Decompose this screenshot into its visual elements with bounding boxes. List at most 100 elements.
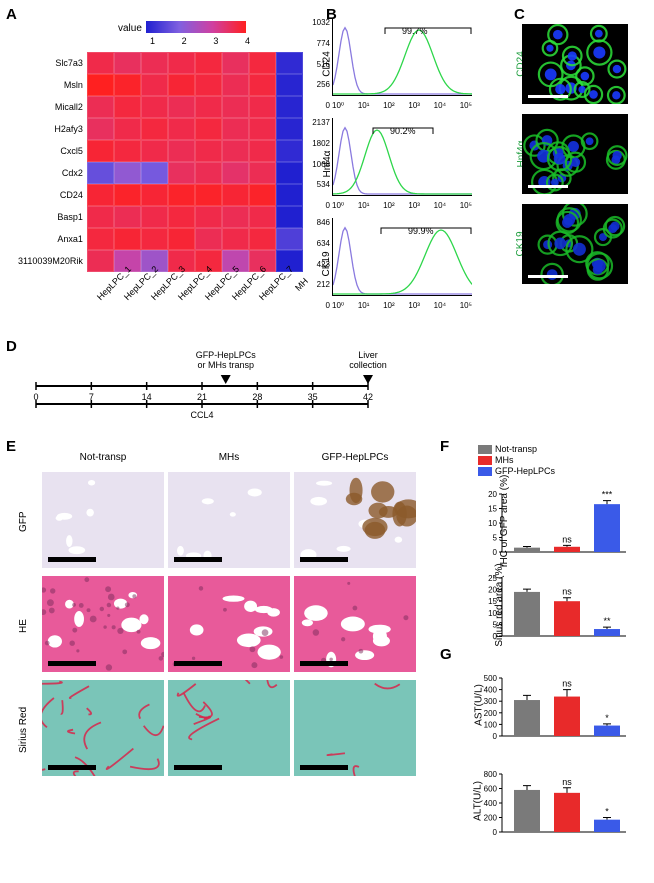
heatmap-cell — [222, 140, 249, 162]
histo-image — [294, 576, 416, 672]
histo-image — [42, 680, 164, 776]
heatmap-cell — [141, 228, 168, 250]
svg-text:*: * — [605, 807, 609, 817]
heatmap-cell — [276, 206, 303, 228]
heatmap-cell — [249, 228, 276, 250]
legend-item: GFP-HepLPCs — [478, 466, 555, 476]
heatmap-cell — [222, 74, 249, 96]
heatmap-cell — [168, 52, 195, 74]
flow-plot: CD241032774516256099.7%10⁰10¹10²10³10⁴10… — [332, 18, 502, 110]
heatmap-row-label: H2afy3 — [18, 124, 83, 134]
scale-bar — [174, 557, 222, 562]
svg-text:CCL4: CCL4 — [190, 410, 213, 420]
heatmap-cell — [195, 96, 222, 118]
svg-text:or MHs transp: or MHs transp — [197, 360, 254, 370]
svg-text:200: 200 — [484, 709, 498, 718]
heatmap-cell — [87, 52, 114, 74]
panel-b-flowcyto: CD241032774516256099.7%10⁰10¹10²10³10⁴10… — [332, 18, 502, 318]
heatmap-cell — [195, 118, 222, 140]
panel-d-label: D — [6, 338, 17, 355]
svg-text:15: 15 — [488, 505, 497, 514]
scale-bar — [174, 661, 222, 666]
histo-row-header: HE — [18, 576, 38, 676]
heatmap-cell — [222, 184, 249, 206]
fluor-image — [522, 204, 628, 284]
barchart-ylabel: ALT(U/L) — [472, 781, 483, 821]
histo-image — [168, 576, 290, 672]
svg-text:5: 5 — [493, 534, 498, 543]
legend-item: MHs — [478, 455, 555, 465]
barchart-ylabel: Sirius red area (%) — [494, 563, 505, 646]
heatmap-cell — [87, 118, 114, 140]
heatmap-cell — [87, 184, 114, 206]
svg-text:500: 500 — [484, 674, 498, 683]
barchart-ylabel: AST(U/L) — [473, 684, 484, 726]
svg-text:35: 35 — [308, 392, 318, 402]
heatmap-cell — [222, 228, 249, 250]
legend-label: value — [118, 23, 142, 34]
heatmap-cell — [141, 140, 168, 162]
heatmap-row-label: Slc7a3 — [18, 58, 83, 68]
heatmap-cell — [114, 162, 141, 184]
heatmap-cell — [87, 228, 114, 250]
barchart-legend: Not-transpMHsGFP-HepLPCs — [478, 444, 555, 477]
heatmap-cell — [141, 206, 168, 228]
svg-text:400: 400 — [484, 686, 498, 695]
chart-sirius-red: Sirius red area (%)0510152025ns** — [468, 564, 628, 645]
heatmap-cell — [249, 184, 276, 206]
svg-text:***: *** — [602, 490, 613, 500]
panel-d-timeline: 071421283542CCL4GFP-HepLPCsor MHs transp… — [18, 348, 388, 427]
svg-text:0: 0 — [493, 732, 498, 740]
heatmap-row-label: 3110039M20Rik — [18, 256, 83, 266]
scale-bar — [48, 661, 96, 666]
svg-text:400: 400 — [484, 799, 498, 808]
scale-bar — [300, 765, 348, 770]
svg-text:ns: ns — [562, 777, 572, 787]
heatmap-cell — [249, 206, 276, 228]
heatmap-cell — [222, 162, 249, 184]
svg-text:200: 200 — [484, 814, 498, 823]
heatmap-row-label: Msln — [18, 80, 83, 90]
heatmap-row-label: Cdx2 — [18, 168, 83, 178]
heatmap-cell — [195, 140, 222, 162]
heatmap-cell — [114, 206, 141, 228]
svg-text:*: * — [605, 713, 609, 723]
svg-text:ns: ns — [562, 534, 572, 544]
barchart-ylabel: IHC of GFP area (%) — [499, 474, 510, 567]
heatmap-cell — [276, 118, 303, 140]
timeline-svg: 071421283542CCL4GFP-HepLPCsor MHs transp… — [18, 348, 388, 422]
heatmap-cell — [114, 52, 141, 74]
heatmap-cell — [141, 74, 168, 96]
heatmap-cell — [114, 140, 141, 162]
panel-e-label: E — [6, 438, 16, 455]
scale-bar — [48, 557, 96, 562]
heatmap-row-labels: Slc7a3MslnMicall2H2afy3Cxcl5Cdx2CD24Basp… — [18, 52, 87, 272]
heatmap-cell — [114, 118, 141, 140]
heatmap-cell — [195, 228, 222, 250]
heatmap-cell — [168, 184, 195, 206]
svg-text:GFP-HepLPCs: GFP-HepLPCs — [196, 350, 257, 360]
heatmap-cell — [87, 140, 114, 162]
heatmap-cell — [141, 96, 168, 118]
fluor-image — [522, 114, 628, 194]
svg-text:42: 42 — [363, 392, 373, 402]
histo-col-header: GFP-HepLPCs — [294, 452, 416, 468]
panel-e-histology: Not-transpMHsGFP-HepLPCsGFPHESirius Red — [18, 452, 418, 780]
flow-plot: Hnf4α213718021068534090.2%10⁰10¹10²10³10… — [332, 118, 502, 210]
heatmap-cell — [195, 74, 222, 96]
heatmap-cell — [141, 162, 168, 184]
svg-text:10: 10 — [488, 519, 497, 528]
svg-text:**: ** — [603, 616, 611, 626]
heatmap-row-label: CD24 — [18, 190, 83, 200]
heatmap-legend: value 1234 — [118, 18, 318, 46]
histo-image — [294, 472, 416, 568]
histo-image — [42, 576, 164, 672]
svg-text:Liver: Liver — [358, 350, 378, 360]
heatmap-cell — [249, 74, 276, 96]
panel-a-heatmap: value 1234 Slc7a3MslnMicall2H2afy3Cxcl5C… — [18, 18, 318, 326]
panel-a-label: A — [6, 6, 17, 23]
heatmap-cell — [276, 184, 303, 206]
svg-text:300: 300 — [484, 697, 498, 706]
legend-item: Not-transp — [478, 444, 555, 454]
histo-row-header: Sirius Red — [18, 680, 38, 780]
